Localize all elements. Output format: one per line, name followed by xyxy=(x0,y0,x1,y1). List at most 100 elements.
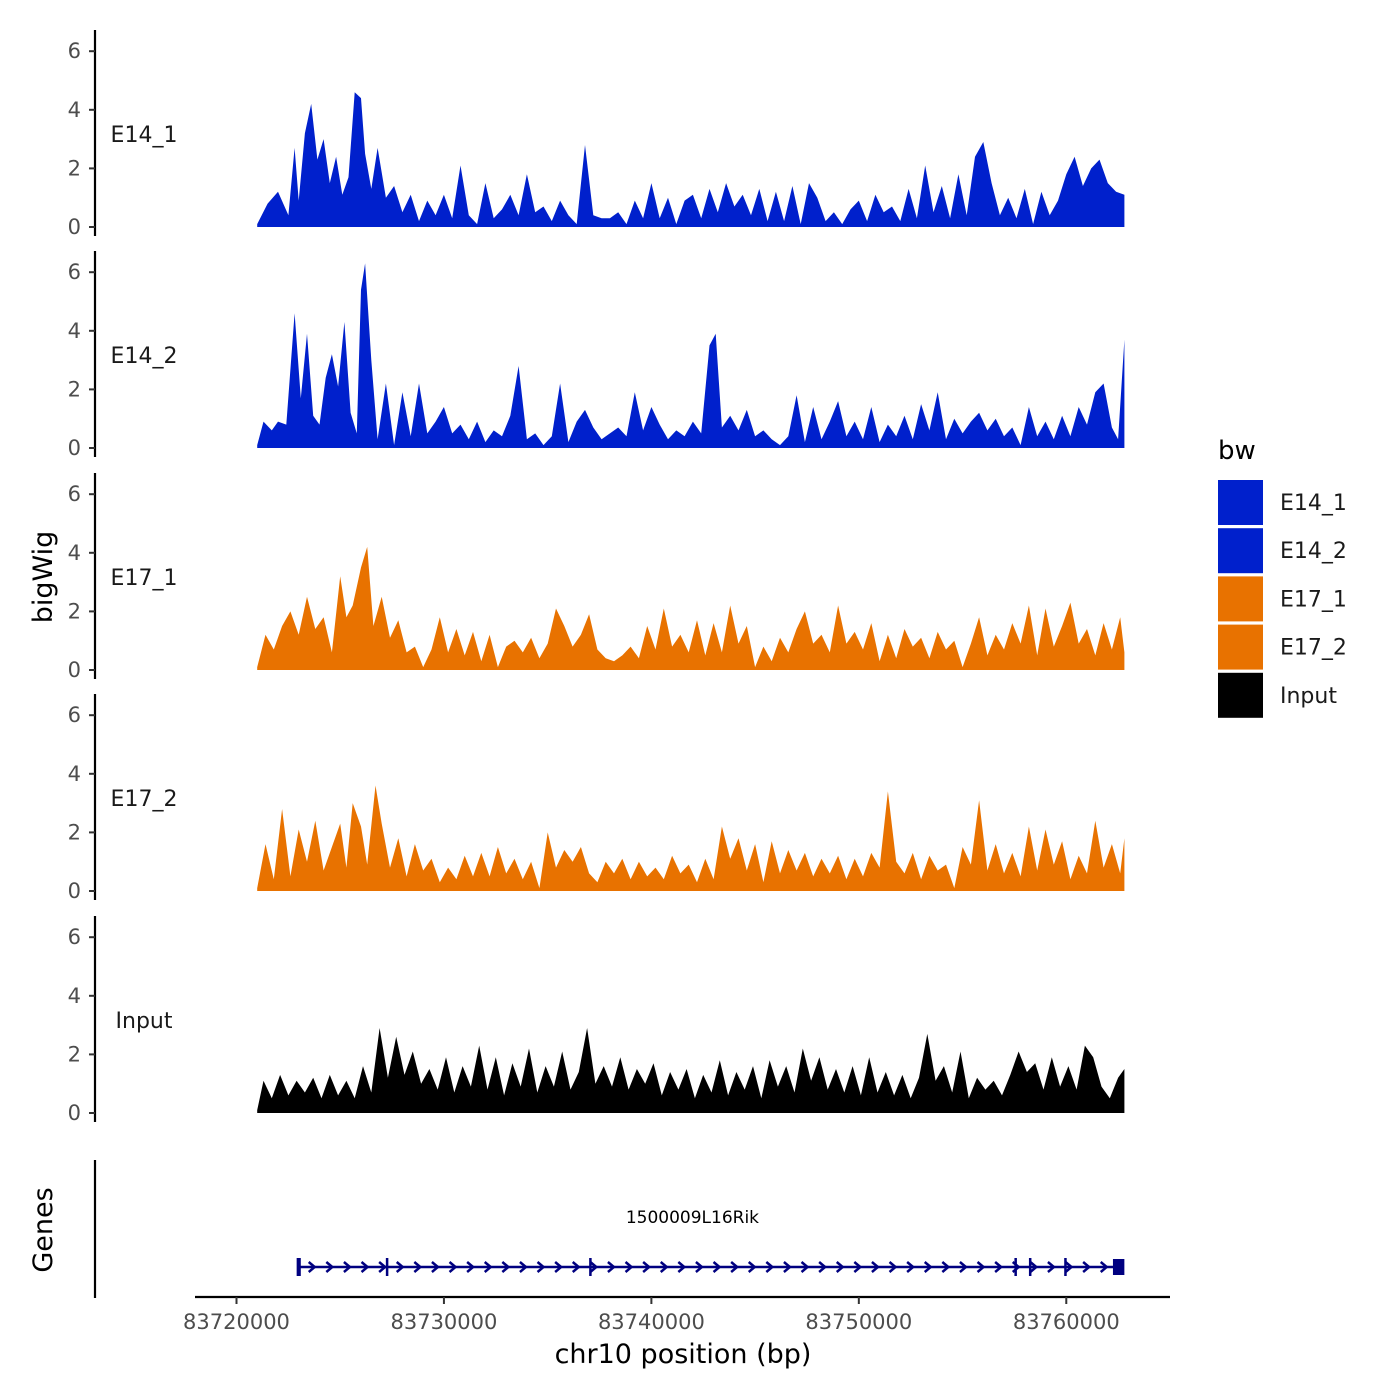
track-area-E17_2 xyxy=(257,785,1125,891)
strand-arrow xyxy=(695,1261,704,1273)
strand-arrow xyxy=(1099,1261,1109,1273)
track-E17_2: 0 2 4 6 E17_2 xyxy=(68,694,1125,903)
x-tick-label: 83720000 xyxy=(183,1310,290,1334)
strand-arrow xyxy=(448,1261,458,1273)
strand-arrow xyxy=(783,1261,792,1273)
legend-label: Input xyxy=(1280,684,1337,709)
y-tick-label: 4 xyxy=(68,984,81,1008)
strand-arrow xyxy=(325,1261,335,1273)
y-tick-label: 6 xyxy=(68,925,81,949)
exon xyxy=(1014,1258,1017,1276)
track-label-E14_1: E14_1 xyxy=(111,123,178,148)
strand-arrow xyxy=(765,1261,775,1273)
strand-arrow xyxy=(923,1261,933,1273)
track-area-Input xyxy=(257,1028,1125,1113)
y-tick-label: 6 xyxy=(68,482,81,506)
y-tick-label: 4 xyxy=(68,319,81,343)
tracks-layer: 0 2 4 6 E14_1 0 2 4 6 E14_2 0 2 4 6 E17_1 0 2 4 6 E17_2 0 2 4 6… xyxy=(68,30,1125,1125)
track-Input: 0 2 4 6 Input xyxy=(68,916,1125,1125)
y-tick-label: 2 xyxy=(68,820,81,844)
strand-arrow xyxy=(307,1261,317,1273)
track-E17_1: 0 2 4 6 E17_1 xyxy=(68,473,1125,682)
exon xyxy=(296,1258,301,1276)
y-tick-label: 2 xyxy=(68,156,81,180)
strand-arrow xyxy=(800,1261,810,1273)
legend-swatch xyxy=(1218,576,1263,622)
strand-arrow xyxy=(677,1261,687,1273)
track-area-E14_1 xyxy=(257,92,1125,227)
y-tick-label: 6 xyxy=(68,703,81,727)
x-tick-label: 83760000 xyxy=(1013,1310,1120,1334)
x-tick-label: 83750000 xyxy=(805,1310,912,1334)
track-label-Input: Input xyxy=(116,1009,173,1034)
strand-arrow xyxy=(871,1261,880,1273)
strand-arrow xyxy=(747,1261,757,1273)
strand-arrow xyxy=(1064,1261,1074,1273)
strand-arrow xyxy=(360,1261,370,1273)
exon xyxy=(1028,1258,1032,1276)
strand-arrow xyxy=(571,1261,581,1273)
legend: bw E14_1 E14_2 E17_1 E17_2 Input xyxy=(1218,436,1347,718)
legend-swatch xyxy=(1218,624,1263,670)
exon xyxy=(589,1258,592,1276)
y-tick-label: 0 xyxy=(68,879,81,903)
y-tick-label: 4 xyxy=(68,98,81,122)
legend-swatch xyxy=(1218,528,1263,574)
genes-track: 1500009L16Rik xyxy=(93,1160,1125,1298)
legend-label: E17_2 xyxy=(1280,636,1347,661)
legend-item-E14_2: E14_2 xyxy=(1218,528,1347,574)
track-area-E17_1 xyxy=(257,546,1125,670)
strand-arrow xyxy=(501,1261,511,1273)
legend-title: bw xyxy=(1218,436,1256,466)
strand-arrow xyxy=(642,1261,652,1273)
x-tick-label: 83730000 xyxy=(390,1310,497,1334)
legend-label: E17_1 xyxy=(1280,587,1347,612)
strand-arrow xyxy=(589,1261,599,1273)
legend-label: E14_2 xyxy=(1280,539,1347,564)
genes-axis-title: Genes xyxy=(28,1187,59,1272)
y-tick-label: 0 xyxy=(68,658,81,682)
strand-arrow xyxy=(395,1261,405,1273)
strand-arrow xyxy=(413,1261,423,1273)
y-tick-label: 6 xyxy=(68,260,81,284)
strand-arrow xyxy=(624,1261,634,1273)
track-E14_1: 0 2 4 6 E14_1 xyxy=(68,30,1125,239)
strand-arrow xyxy=(519,1261,528,1273)
track-label-E14_2: E14_2 xyxy=(111,344,178,369)
strand-arrow xyxy=(888,1261,898,1273)
exon xyxy=(1064,1258,1067,1276)
strand-arrow xyxy=(431,1261,440,1273)
x-tick-label: 83740000 xyxy=(598,1310,705,1334)
y-tick-label: 4 xyxy=(68,762,81,786)
track-label-E17_1: E17_1 xyxy=(111,566,178,591)
legend-label: E14_1 xyxy=(1280,491,1347,516)
gene-name-label: 1500009L16Rik xyxy=(626,1208,759,1228)
strand-arrow xyxy=(466,1261,476,1273)
legend-item-E17_2: E17_2 xyxy=(1218,624,1347,670)
strand-arrow xyxy=(712,1261,722,1273)
y-tick-label: 2 xyxy=(68,377,81,401)
strand-arrow xyxy=(959,1261,968,1273)
strand-arrow xyxy=(659,1261,669,1273)
gene-1500009L16Rik: 1500009L16Rik xyxy=(296,1208,1125,1276)
y-tick-label: 0 xyxy=(68,436,81,460)
strand-arrow xyxy=(906,1261,916,1273)
legend-swatch xyxy=(1218,480,1263,525)
strand-arrow xyxy=(343,1261,352,1273)
strand-arrow xyxy=(1047,1261,1056,1273)
strand-arrow xyxy=(1082,1261,1092,1273)
y-axis-title: bigWig xyxy=(28,531,59,624)
y-tick-label: 6 xyxy=(68,39,81,63)
y-tick-label: 2 xyxy=(68,1042,81,1066)
y-tick-label: 4 xyxy=(68,541,81,565)
legend-item-E14_1: E14_1 xyxy=(1218,480,1347,525)
strand-arrow xyxy=(1029,1261,1039,1273)
exon xyxy=(1112,1259,1125,1275)
strand-arrow xyxy=(730,1261,740,1273)
legend-item-Input: Input xyxy=(1218,672,1337,718)
track-area-E14_2 xyxy=(257,263,1125,448)
strand-arrow xyxy=(835,1261,845,1273)
strand-arrow xyxy=(853,1261,863,1273)
legend-item-E17_1: E17_1 xyxy=(1218,576,1347,622)
